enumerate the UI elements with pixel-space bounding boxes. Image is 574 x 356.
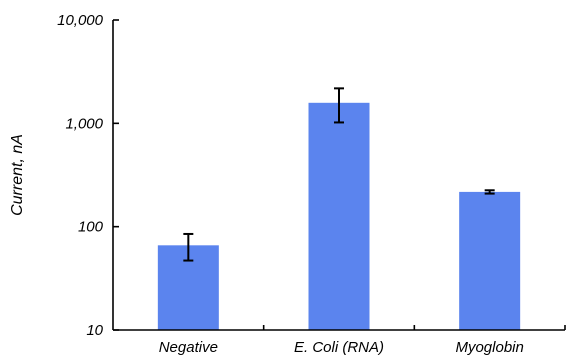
bar bbox=[309, 103, 370, 330]
y-tick-label: 1,000 bbox=[65, 115, 103, 132]
y-tick-label: 10 bbox=[86, 322, 103, 339]
y-axis-title: Current, nA bbox=[9, 134, 26, 216]
x-tick-label: Negative bbox=[159, 339, 218, 356]
bar bbox=[459, 192, 520, 330]
y-axis-ticks: 10 100 1,000 10,000 bbox=[57, 12, 119, 339]
y-tick-label: 100 bbox=[78, 219, 104, 236]
x-tick-label: Myoglobin bbox=[455, 339, 523, 356]
bars bbox=[158, 103, 520, 330]
y-tick-label: 10,000 bbox=[57, 12, 104, 29]
x-tick-label: E. Coli (RNA) bbox=[294, 339, 384, 356]
